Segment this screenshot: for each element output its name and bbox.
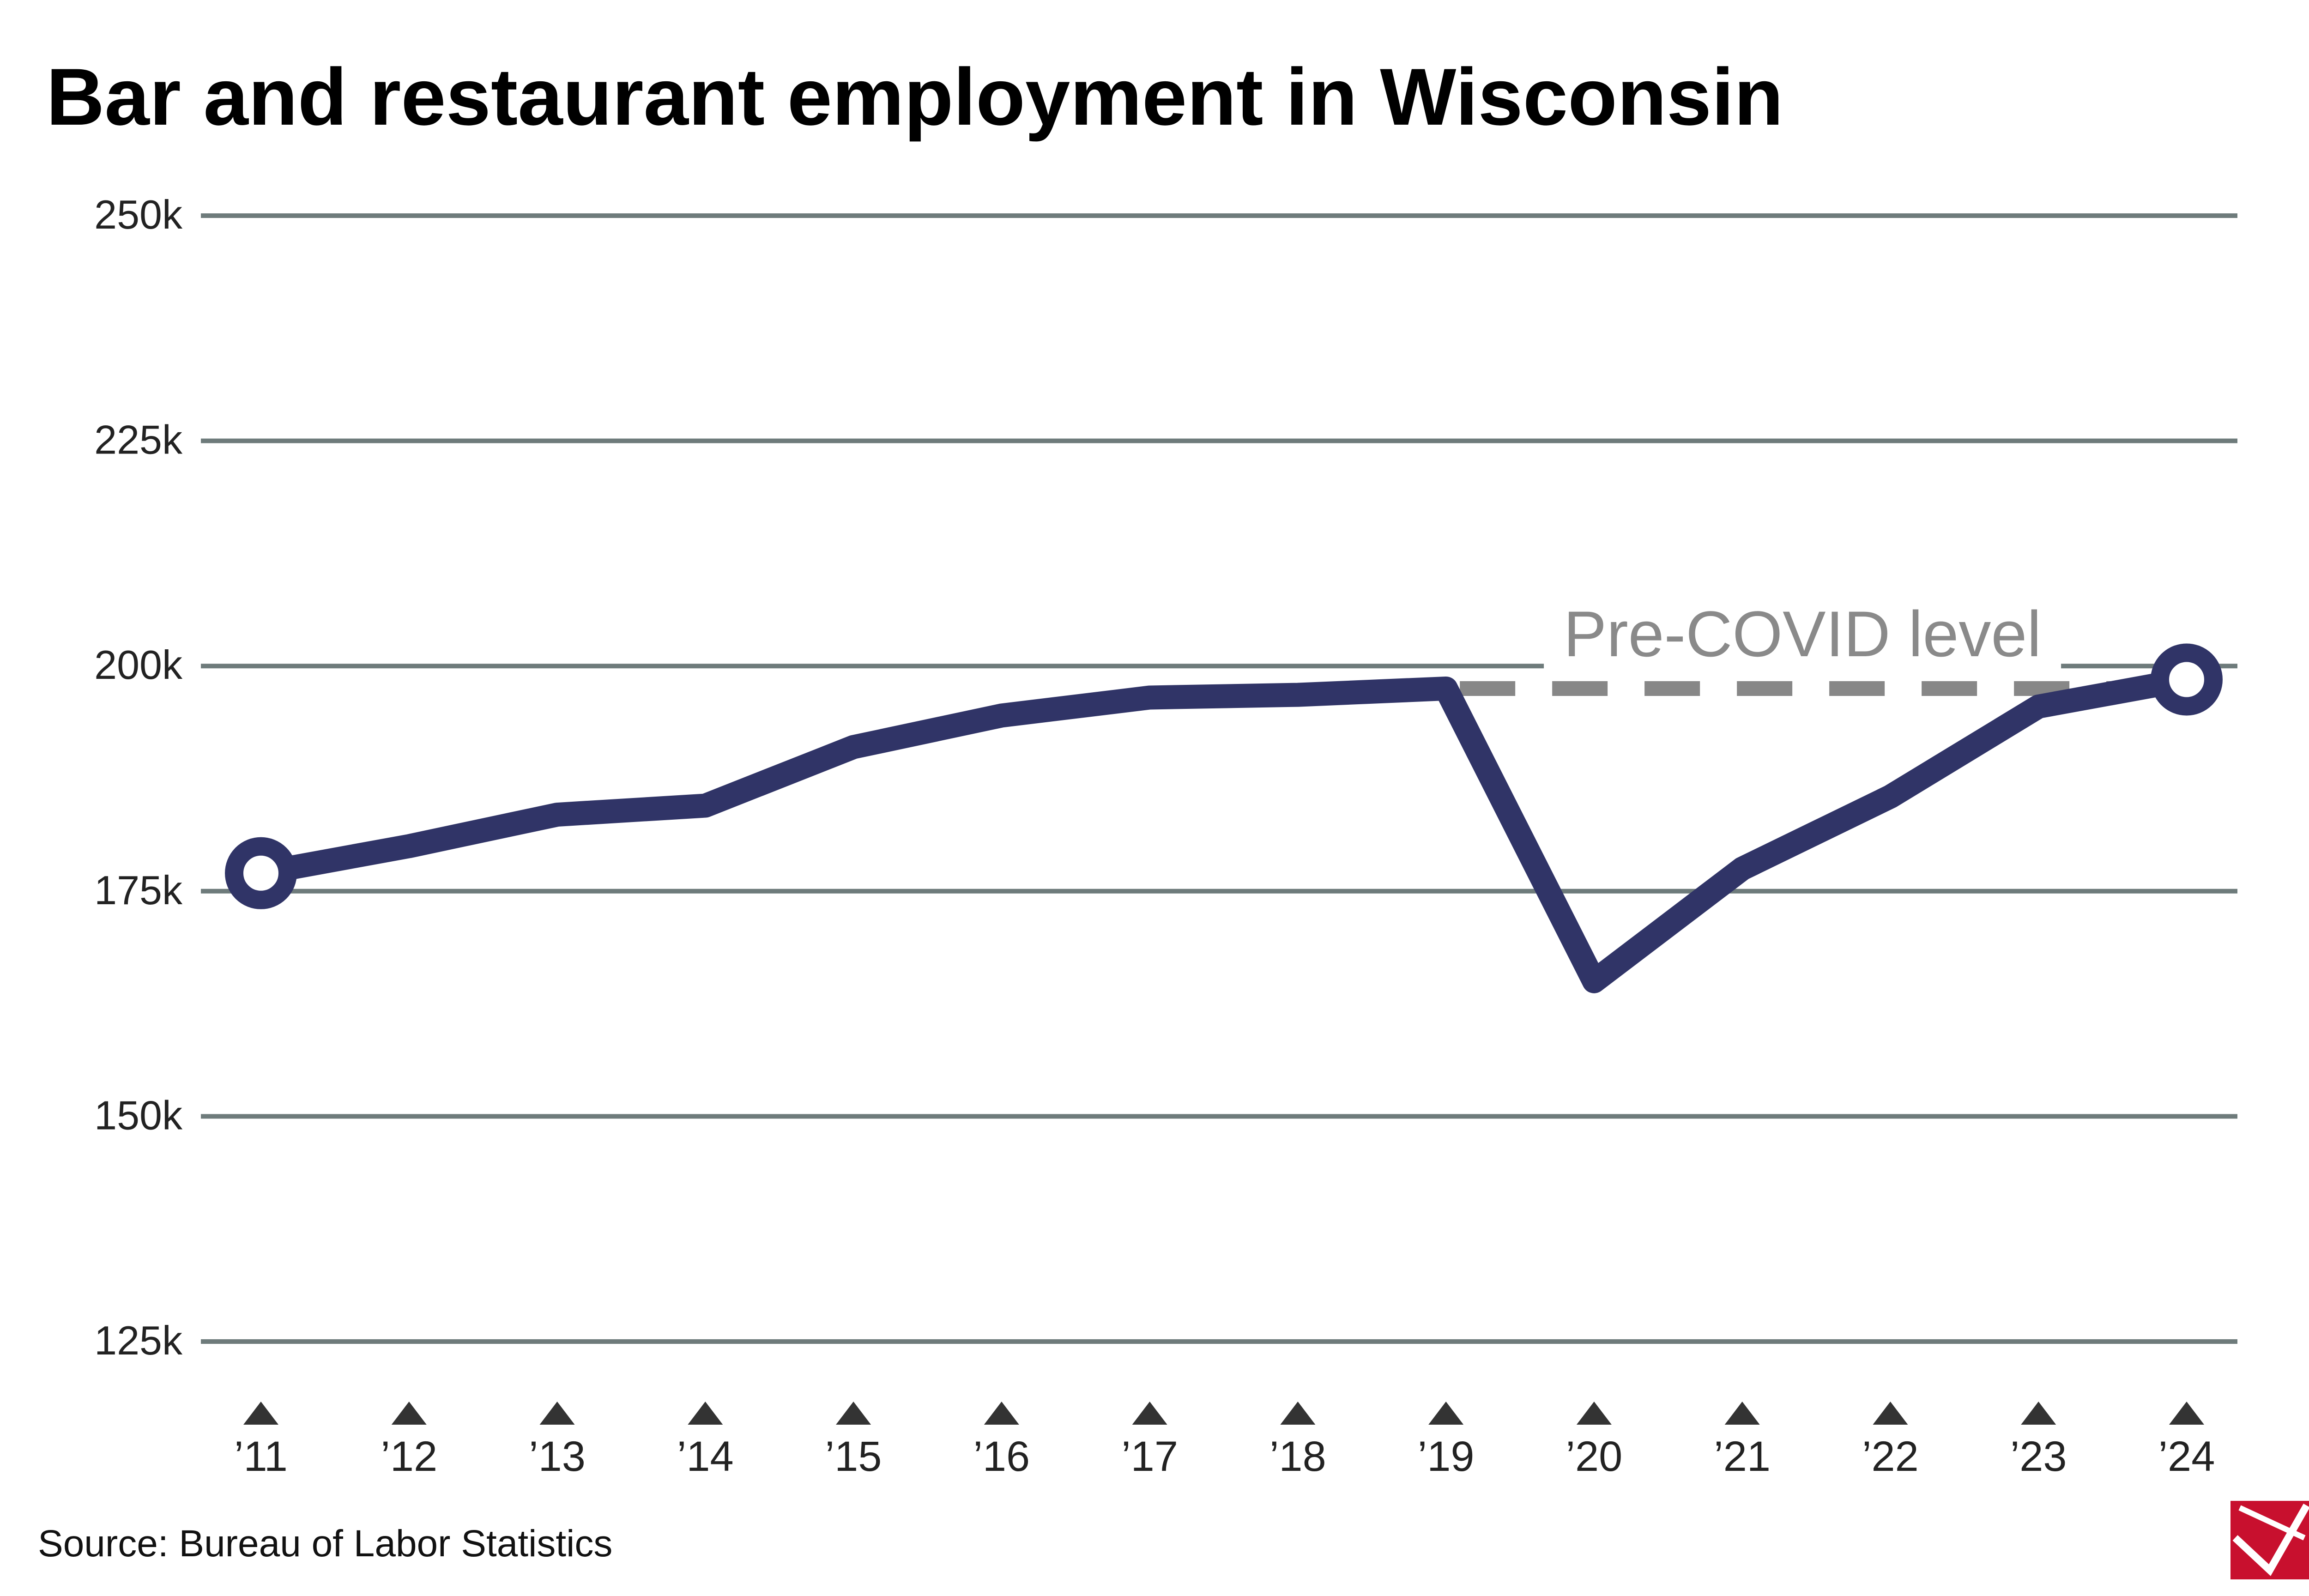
data-point-marker xyxy=(2151,643,2223,716)
y-tick-label: 225k xyxy=(94,417,183,463)
y-axis-tick-labels: 125k 150k 175k 200k 225k 250k xyxy=(94,192,183,1363)
y-tick-label: 150k xyxy=(94,1092,183,1138)
series-line-path xyxy=(249,667,2199,993)
reference-label-background xyxy=(1544,586,2061,675)
chart-title: Bar and restaurant employment in Wiscons… xyxy=(46,52,1783,142)
grid-lines xyxy=(201,213,2237,1344)
x-axis-tick-marker-icon xyxy=(1280,1402,1316,1425)
x-axis-tick-marker-icon xyxy=(1132,1402,1167,1425)
x-tick-label: ’16 xyxy=(973,1433,1030,1480)
logo-icon xyxy=(2230,1501,2309,1579)
x-axis-tick-marker-icon xyxy=(243,1402,278,1425)
reference-line-label: Pre-COVID level xyxy=(1564,598,2042,670)
x-tick-label: ’13 xyxy=(529,1433,586,1480)
x-axis-tick-marker-icon xyxy=(836,1402,871,1425)
x-tick-label: ’18 xyxy=(1269,1433,1326,1480)
x-tick-label: ’11 xyxy=(234,1433,288,1480)
x-axis-tick-marker-icon xyxy=(1873,1402,1908,1425)
x-axis-tick-marker-icon xyxy=(391,1402,427,1425)
reference-line: Pre-COVID level xyxy=(1460,586,2173,696)
x-axis-tick-marker-icon xyxy=(1576,1402,1612,1425)
x-axis-tick-marker-icon xyxy=(688,1402,723,1425)
source-note: Source: Bureau of Labor Statistics xyxy=(38,1523,612,1565)
x-axis-tick-marker-icon xyxy=(2169,1402,2204,1425)
x-tick-label: ’14 xyxy=(677,1433,734,1480)
x-tick-label: ’19 xyxy=(1418,1433,1475,1480)
y-tick-label: 125k xyxy=(94,1318,183,1363)
series-line xyxy=(225,643,2223,993)
x-tick-label: ’20 xyxy=(1566,1433,1623,1480)
x-axis-tick-marker-icon xyxy=(984,1402,1019,1425)
x-axis-tick-marker-icon xyxy=(2021,1402,2056,1425)
x-tick-label: ’12 xyxy=(381,1433,437,1480)
x-tick-label: ’17 xyxy=(1121,1433,1178,1480)
y-tick-label: 250k xyxy=(94,192,183,237)
x-axis-tick-labels: ’11 ’12 ’13 ’14 ’15 ’16 ’17 ’18 ’19 ’20 ’21 ’22 ’23 ’… xyxy=(234,1402,2215,1480)
x-axis-tick-marker-icon xyxy=(1724,1402,1760,1425)
x-tick-label: ’15 xyxy=(825,1433,882,1480)
data-point-marker xyxy=(225,837,297,909)
x-axis-tick-marker-icon xyxy=(1428,1402,1464,1425)
x-axis-tick-marker-icon xyxy=(539,1402,575,1425)
y-tick-label: 175k xyxy=(94,867,183,913)
y-tick-label: 200k xyxy=(94,642,183,688)
x-tick-label: ’22 xyxy=(1862,1433,1919,1480)
x-tick-label: ’23 xyxy=(2010,1433,2067,1480)
x-tick-label: ’24 xyxy=(2158,1433,2215,1480)
x-tick-label: ’21 xyxy=(1714,1433,1771,1480)
